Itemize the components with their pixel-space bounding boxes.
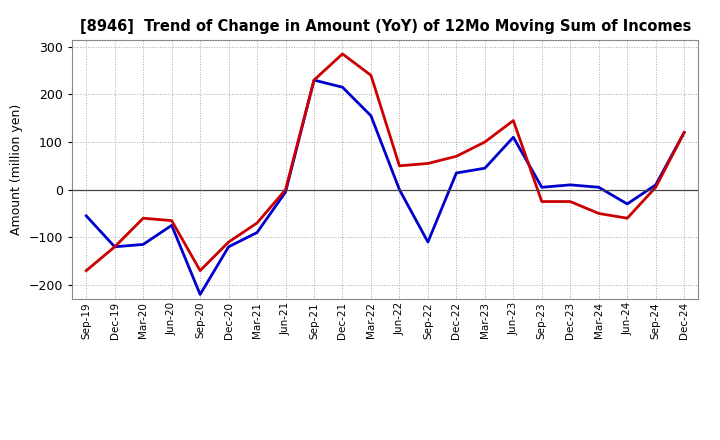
Title: [8946]  Trend of Change in Amount (YoY) of 12Mo Moving Sum of Incomes: [8946] Trend of Change in Amount (YoY) o… [79,19,691,34]
Net Income [480,139,489,145]
Ordinary Income [338,84,347,90]
Ordinary Income [139,242,148,247]
Ordinary Income [623,201,631,206]
Net Income [196,268,204,273]
Net Income [282,187,290,192]
Ordinary Income [253,230,261,235]
Net Income [566,199,575,204]
Net Income [82,268,91,273]
Ordinary Income [566,182,575,187]
Net Income [338,51,347,56]
Net Income [652,185,660,190]
Net Income [537,199,546,204]
Net Income [623,216,631,221]
Ordinary Income [652,182,660,187]
Ordinary Income [480,165,489,171]
Ordinary Income [310,77,318,83]
Ordinary Income [167,223,176,228]
Ordinary Income [196,292,204,297]
Ordinary Income [366,113,375,118]
Ordinary Income [452,170,461,176]
Net Income [395,163,404,169]
Net Income [225,239,233,245]
Net Income [139,216,148,221]
Ordinary Income [225,244,233,249]
Ordinary Income [110,244,119,249]
Net Income [680,130,688,135]
Net Income [452,154,461,159]
Ordinary Income [423,239,432,245]
Ordinary Income [82,213,91,219]
Net Income [595,211,603,216]
Y-axis label: Amount (million yen): Amount (million yen) [10,104,23,235]
Net Income [253,220,261,226]
Ordinary Income [282,189,290,194]
Ordinary Income [595,185,603,190]
Ordinary Income [537,185,546,190]
Ordinary Income [395,187,404,192]
Net Income [423,161,432,166]
Net Income [110,244,119,249]
Line: Net Income: Net Income [86,54,684,271]
Ordinary Income [509,135,518,140]
Line: Ordinary Income: Ordinary Income [86,80,684,294]
Net Income [310,77,318,83]
Net Income [509,118,518,123]
Ordinary Income [680,130,688,135]
Net Income [167,218,176,223]
Net Income [366,73,375,78]
